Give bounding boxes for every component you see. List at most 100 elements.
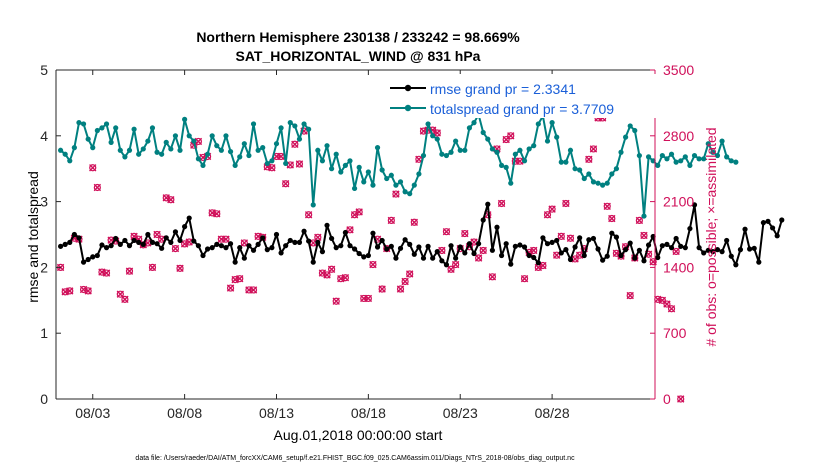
obs-possible-marker [226, 284, 235, 292]
obs-point [520, 274, 529, 283]
obs-point [442, 227, 451, 236]
spread-point [149, 125, 156, 131]
spread-point [209, 133, 215, 139]
spread-point [131, 126, 137, 132]
rmse-point [774, 233, 780, 239]
rmse-point [223, 245, 229, 251]
spread-point [159, 151, 165, 157]
rmse-point [136, 239, 142, 245]
rmse-point [241, 255, 247, 261]
rmse-point [567, 256, 574, 263]
spread-point [278, 125, 284, 131]
spread-point [687, 162, 693, 169]
spread-point [719, 138, 725, 144]
y-tick-label-left: 0 [40, 391, 48, 407]
obs-possible-marker [364, 294, 372, 303]
spread-point [512, 151, 518, 157]
spread-point [260, 145, 266, 151]
rmse-point [471, 250, 477, 257]
spread-point [710, 149, 716, 155]
rmse-point [246, 243, 252, 249]
rmse-point [342, 229, 348, 236]
obs-possible-marker [452, 260, 460, 269]
obs-point [226, 284, 235, 292]
obs-assimilated-marker [612, 249, 621, 257]
spread-point [204, 151, 211, 157]
obs-point [461, 229, 469, 238]
spread-point [668, 151, 675, 157]
obs-possible-marker [355, 208, 363, 216]
obs-assimilated-marker [277, 152, 285, 161]
obs-point [396, 285, 405, 293]
rmse-point [517, 242, 523, 248]
spread-point [315, 147, 321, 153]
rmse-point [751, 245, 757, 251]
rmse-point [641, 258, 647, 264]
spread-point [632, 127, 638, 134]
spread-point [374, 145, 381, 151]
obs-point [635, 216, 644, 225]
spread-point [287, 120, 293, 126]
rmse-point [724, 237, 730, 244]
obs-possible-marker [667, 305, 676, 313]
y-axis-label-right: # of obs: o=possible; ×=assimilated [703, 127, 719, 346]
obs-possible-marker [530, 246, 538, 255]
spread-point [191, 138, 197, 144]
obs-assimilated-marker [479, 246, 487, 255]
spread-point [310, 202, 316, 208]
obs-assimilated-marker [608, 214, 616, 223]
spread-point [462, 147, 468, 153]
obs-possible-marker [89, 164, 97, 172]
obs-assimilated-marker [116, 290, 125, 298]
obs-point [507, 132, 515, 140]
rmse-point [613, 234, 620, 240]
x-axis-label: Aug.01,2018 00:00:00 start [274, 427, 443, 443]
obs-possible-marker [497, 199, 506, 208]
rmse-point [572, 244, 578, 250]
obs-possible-marker [268, 164, 276, 172]
obs-possible-marker [217, 235, 225, 243]
obs-assimilated-marker [507, 132, 515, 140]
obs-assimilated-marker [286, 161, 294, 169]
obs-assimilated-marker [401, 277, 409, 286]
legend: rmse grand pr = 2.3341 totalspread grand… [386, 74, 656, 118]
rmse-point [67, 239, 73, 245]
obs-assimilated-marker [406, 270, 414, 278]
obs-assimilated-marker [543, 211, 552, 219]
rmse-point [476, 241, 482, 247]
rmse-point [319, 249, 326, 255]
obs-point [557, 232, 565, 241]
spread-point [439, 151, 445, 157]
obs-assimilated-marker [236, 274, 244, 283]
spread-point [108, 139, 114, 145]
rmse-point [195, 243, 202, 249]
spread-point [62, 151, 68, 157]
spread-point [67, 158, 73, 164]
obs-possible-marker [328, 265, 336, 273]
rmse-point [737, 247, 744, 253]
obs-possible-marker [410, 218, 418, 226]
obs-point [93, 183, 102, 192]
rmse-point [544, 241, 551, 247]
obs-assimilated-marker [176, 264, 184, 273]
rmse-point [645, 242, 652, 248]
x-tick-label: 08/23 [443, 405, 478, 421]
rmse-point [420, 255, 427, 261]
spread-point [714, 152, 721, 159]
obs-point [474, 254, 483, 262]
rmse-point [338, 243, 344, 249]
spread-point [544, 138, 551, 144]
obs-possible-marker [548, 205, 556, 213]
obs-assimilated-marker [566, 234, 575, 242]
obs-point [401, 277, 409, 286]
spread-point [618, 149, 624, 155]
obs-possible-marker [442, 228, 451, 236]
spread-point [678, 158, 684, 164]
spread-point [430, 133, 436, 139]
obs-point [543, 211, 552, 219]
rmse-point [191, 238, 197, 244]
obs-assimilated-marker [304, 211, 313, 219]
spread-point [480, 129, 486, 136]
rmse-point [232, 259, 238, 265]
obs-assimilated-marker [530, 246, 538, 255]
